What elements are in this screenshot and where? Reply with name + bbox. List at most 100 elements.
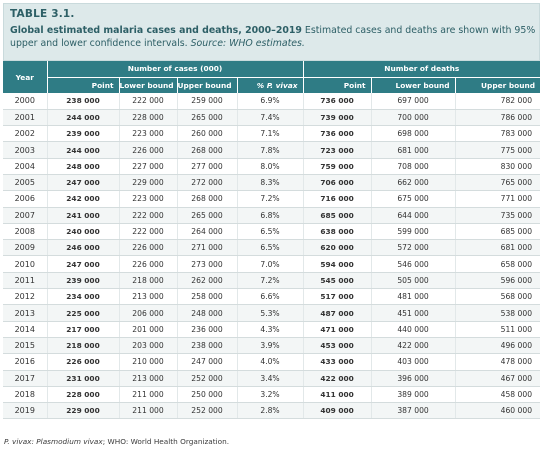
cell-cases-upper: 252 000 — [177, 370, 238, 387]
cell-deaths-point: 453 000 — [303, 337, 372, 355]
cell-deaths-point: 716 000 — [303, 190, 372, 208]
cell-deaths-upper: 538 000 — [455, 304, 541, 322]
cell-deaths-upper: 568 000 — [455, 288, 541, 306]
cell-p-vivax: 7.1% — [237, 125, 304, 143]
cell-year: 2019 — [3, 402, 48, 420]
cell-p-vivax: 8.3% — [237, 174, 304, 192]
cell-cases-point: 228 000 — [47, 386, 120, 404]
cell-cases-point: 246 000 — [47, 239, 120, 257]
cell-deaths-upper: 496 000 — [455, 337, 541, 355]
cell-cases-upper: 248 000 — [177, 304, 238, 322]
table-row: 2010 247 000 226 000 273 000 7.0% 594 000 546 … — [3, 255, 541, 273]
cell-cases-lower: 228 000 — [119, 109, 178, 127]
cell-deaths-lower: 644 000 — [371, 207, 456, 224]
table-row: 2019 229 000 211 000 252 000 2.8% 409 000 387 … — [3, 402, 541, 420]
table-number: TABLE 3.1. — [10, 8, 75, 20]
cell-cases-upper: 238 000 — [177, 337, 238, 355]
cell-p-vivax: 6.6% — [237, 288, 304, 306]
table-row: 2013 225 000 206 000 248 000 5.3% 487 000 451 … — [3, 304, 541, 322]
cell-deaths-lower: 675 000 — [371, 190, 456, 208]
cell-p-vivax: 3.9% — [237, 337, 304, 355]
cell-deaths-point: 685 000 — [303, 207, 372, 224]
cell-cases-upper: 268 000 — [177, 190, 238, 208]
cell-p-vivax: 6.5% — [237, 239, 304, 257]
cell-cases-point: 242 000 — [47, 190, 120, 208]
cell-deaths-lower: 599 000 — [371, 223, 456, 241]
cell-year: 2011 — [3, 272, 48, 290]
table-body: 2000 238 000 222 000 259 000 6.9% 736 000 697 … — [3, 93, 541, 420]
footnote: P. vivax: Plasmodium vivax; WHO: World H… — [4, 437, 229, 446]
cell-cases-upper: 271 000 — [177, 239, 238, 257]
header-deaths-point: Point — [303, 76, 372, 93]
table-row: 2004 248 000 227 000 277 000 8.0% 759 000 708 … — [3, 158, 541, 175]
cell-cases-upper: 236 000 — [177, 321, 238, 338]
cell-year: 2009 — [3, 239, 48, 257]
cell-cases-lower: 226 000 — [119, 239, 178, 257]
cell-deaths-point: 736 000 — [303, 93, 372, 110]
cell-cases-lower: 210 000 — [119, 353, 178, 371]
cell-cases-point: 229 000 — [47, 402, 120, 420]
cell-p-vivax: 4.0% — [237, 353, 304, 371]
table-row: 2000 238 000 222 000 259 000 6.9% 736 000 697 … — [3, 93, 541, 110]
cell-deaths-point: 471 000 — [303, 321, 372, 338]
cell-cases-point: 244 000 — [47, 141, 120, 159]
cell-deaths-upper: 782 000 — [455, 93, 541, 110]
cell-cases-lower: 203 000 — [119, 337, 178, 355]
cell-cases-upper: 265 000 — [177, 109, 238, 127]
cell-cases-upper: 265 000 — [177, 207, 238, 224]
cell-cases-lower: 218 000 — [119, 272, 178, 290]
cell-year: 2012 — [3, 288, 48, 306]
cell-cases-lower: 222 000 — [119, 223, 178, 241]
cell-cases-upper: 277 000 — [177, 158, 238, 175]
cell-p-vivax: 7.8% — [237, 141, 304, 159]
cell-deaths-lower: 697 000 — [371, 93, 456, 110]
cell-deaths-lower: 403 000 — [371, 353, 456, 371]
cell-deaths-lower: 396 000 — [371, 370, 456, 387]
cell-deaths-upper: 596 000 — [455, 272, 541, 290]
cell-cases-point: 234 000 — [47, 288, 120, 306]
cell-deaths-point: 620 000 — [303, 239, 372, 257]
cell-cases-upper: 252 000 — [177, 402, 238, 420]
cell-deaths-point: 723 000 — [303, 141, 372, 159]
cell-deaths-upper: 478 000 — [455, 353, 541, 371]
cell-year: 2000 — [3, 93, 48, 110]
cell-p-vivax: 2.8% — [237, 402, 304, 420]
table-row: 2008 240 000 222 000 264 000 6.5% 638 000 599 … — [3, 223, 541, 241]
cell-cases-point: 248 000 — [47, 158, 120, 175]
cell-cases-lower: 227 000 — [119, 158, 178, 175]
table-row: 2011 239 000 218 000 262 000 7.2% 545 000 505 … — [3, 272, 541, 290]
cell-deaths-point: 739 000 — [303, 109, 372, 127]
cell-p-vivax: 3.2% — [237, 386, 304, 404]
cell-cases-lower: 213 000 — [119, 288, 178, 306]
cell-year: 2003 — [3, 141, 48, 159]
cell-year: 2018 — [3, 386, 48, 404]
cell-p-vivax: 7.0% — [237, 255, 304, 273]
header-deaths-group: Number of deaths — [303, 61, 541, 77]
cell-deaths-point: 411 000 — [303, 386, 372, 404]
cell-deaths-upper: 681 000 — [455, 239, 541, 257]
cell-cases-point: 217 000 — [47, 321, 120, 338]
cell-deaths-upper: 658 000 — [455, 255, 541, 273]
cell-cases-upper: 268 000 — [177, 141, 238, 159]
cell-cases-lower: 211 000 — [119, 402, 178, 420]
cell-cases-point: 226 000 — [47, 353, 120, 371]
caption-source: Source: WHO estimates. — [190, 38, 305, 49]
cell-deaths-upper: 467 000 — [455, 370, 541, 387]
cell-p-vivax: 5.3% — [237, 304, 304, 322]
table-row: 2002 239 000 223 000 260 000 7.1% 736 000 698 … — [3, 125, 541, 143]
cell-year: 2004 — [3, 158, 48, 175]
header-cases-upper: Upper bound — [177, 76, 238, 93]
cell-p-vivax: 7.2% — [237, 190, 304, 208]
caption-title: Global estimated malaria cases and death… — [10, 25, 302, 36]
cell-cases-upper: 260 000 — [177, 125, 238, 143]
cell-deaths-lower: 681 000 — [371, 141, 456, 159]
cell-cases-point: 239 000 — [47, 125, 120, 143]
cell-cases-upper: 247 000 — [177, 353, 238, 371]
header-year: Year — [3, 61, 48, 93]
cell-deaths-lower: 389 000 — [371, 386, 456, 404]
header-cases-point: Point — [47, 76, 120, 93]
cell-p-vivax: 6.8% — [237, 207, 304, 224]
cell-deaths-point: 422 000 — [303, 370, 372, 387]
table-row: 2012 234 000 213 000 258 000 6.6% 517 000 481 … — [3, 288, 541, 306]
cell-year: 2014 — [3, 321, 48, 338]
